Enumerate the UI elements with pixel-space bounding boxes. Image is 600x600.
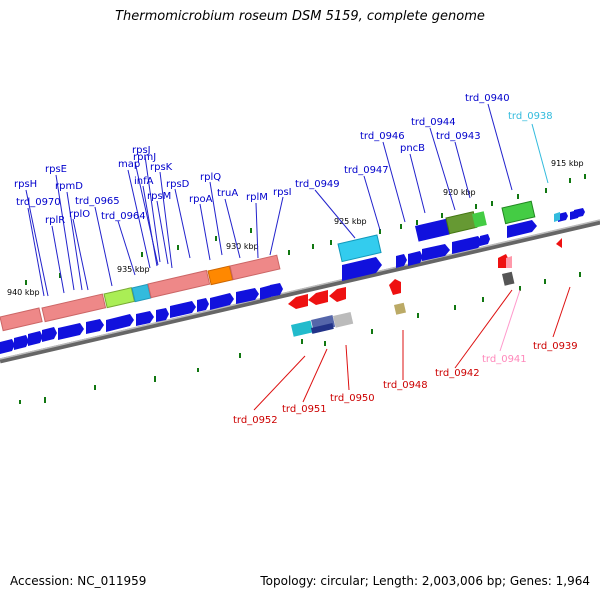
- scale-ticks-upper: [25, 174, 586, 285]
- gene-label: trd_0952: [233, 415, 278, 426]
- gene-label: trd_0948: [383, 380, 428, 391]
- reverse-leader-lines: [253, 286, 571, 411]
- gene-label: trd_0949: [295, 179, 340, 190]
- gene-label: rplR: [45, 215, 65, 226]
- gene-label: trd_0946: [360, 131, 405, 142]
- reverse-gene-arrows: [288, 238, 562, 337]
- feature-box: [229, 254, 281, 281]
- gene-label: trd_0951: [282, 404, 327, 415]
- trna-block: [501, 200, 536, 225]
- gene-label: rplQ: [200, 172, 221, 183]
- gene-label: trd_0943: [436, 131, 481, 142]
- genome-backbone: [0, 219, 600, 364]
- rrna-block: [337, 234, 382, 263]
- gene-label: map: [118, 159, 140, 170]
- feature-box: [0, 307, 43, 332]
- gene-label: trd_0964: [101, 211, 146, 222]
- gene-label: trd_0970: [16, 197, 61, 208]
- gene-label: rpsE: [45, 164, 67, 175]
- genome-title: Thermomicrobium roseum DSM 5159, complet…: [115, 9, 485, 24]
- gene-label: trd_0947: [344, 165, 389, 176]
- forward-leader-lines: [25, 103, 513, 297]
- gene-label: trd_0965: [75, 196, 120, 207]
- gene-label: rplO: [69, 209, 90, 220]
- gene-label: trd_0938: [508, 111, 553, 122]
- gene-label: infA: [134, 176, 154, 187]
- feature-box: [103, 287, 136, 309]
- gene-label: rplM: [246, 192, 268, 203]
- gene-label: trd_0940: [465, 93, 510, 104]
- feature-box: [207, 265, 234, 286]
- genome-backbone-highlight: [0, 219, 600, 360]
- forward-upper-blocks: [337, 200, 560, 263]
- forward-gene-labels: trd_0940 trd_0938 trd_0944 trd_0946 trd_…: [14, 93, 553, 226]
- accession-text: Accession: NC_011959: [10, 574, 147, 588]
- gene-block: [472, 211, 487, 228]
- gene-label: rpsD: [166, 179, 190, 190]
- genome-summary-text: Topology: circular; Length: 2,003,006 bp…: [260, 574, 590, 588]
- kbp-label-930: 930 kbp: [226, 242, 259, 251]
- gene-label: trd_0942: [435, 368, 480, 379]
- forward-gene-arrows: [0, 208, 585, 354]
- kbp-label-915: 915 kbp: [551, 159, 584, 168]
- gene-label: rpsM: [147, 191, 171, 202]
- leader-trd-0941: [499, 289, 521, 352]
- reverse-gene-labels: trd_0952 trd_0951 trd_0950 trd_0948 trd_…: [233, 341, 578, 426]
- gene-label: rpsJ: [132, 145, 151, 156]
- gene-label: rpsI: [273, 187, 292, 198]
- gene-label: rpmJ: [133, 152, 156, 163]
- feature-box: [131, 283, 152, 303]
- gene-label: trd_0941: [482, 354, 527, 365]
- gene-label: rpoA: [189, 194, 213, 205]
- kbp-label-940: 940 kbp: [7, 288, 40, 297]
- gene-label: trd_0944: [411, 117, 456, 128]
- kbp-label-925: 925 kbp: [334, 217, 367, 226]
- gene-label: rpmD: [55, 181, 83, 192]
- gene-label: truA: [217, 188, 238, 199]
- gene-label: rpsH: [14, 179, 37, 190]
- kbp-label-920: 920 kbp: [443, 188, 476, 197]
- gene-label: pncB: [400, 143, 425, 154]
- gene-block: [415, 218, 450, 242]
- forward-feature-band: [0, 254, 281, 332]
- gene-label: trd_0950: [330, 393, 375, 404]
- leader-trd-0938: [531, 123, 549, 184]
- feature-box: [147, 269, 211, 299]
- gene-label: trd_0939: [533, 341, 578, 352]
- feature-box: [41, 293, 107, 323]
- gene-label: rpsK: [150, 162, 173, 173]
